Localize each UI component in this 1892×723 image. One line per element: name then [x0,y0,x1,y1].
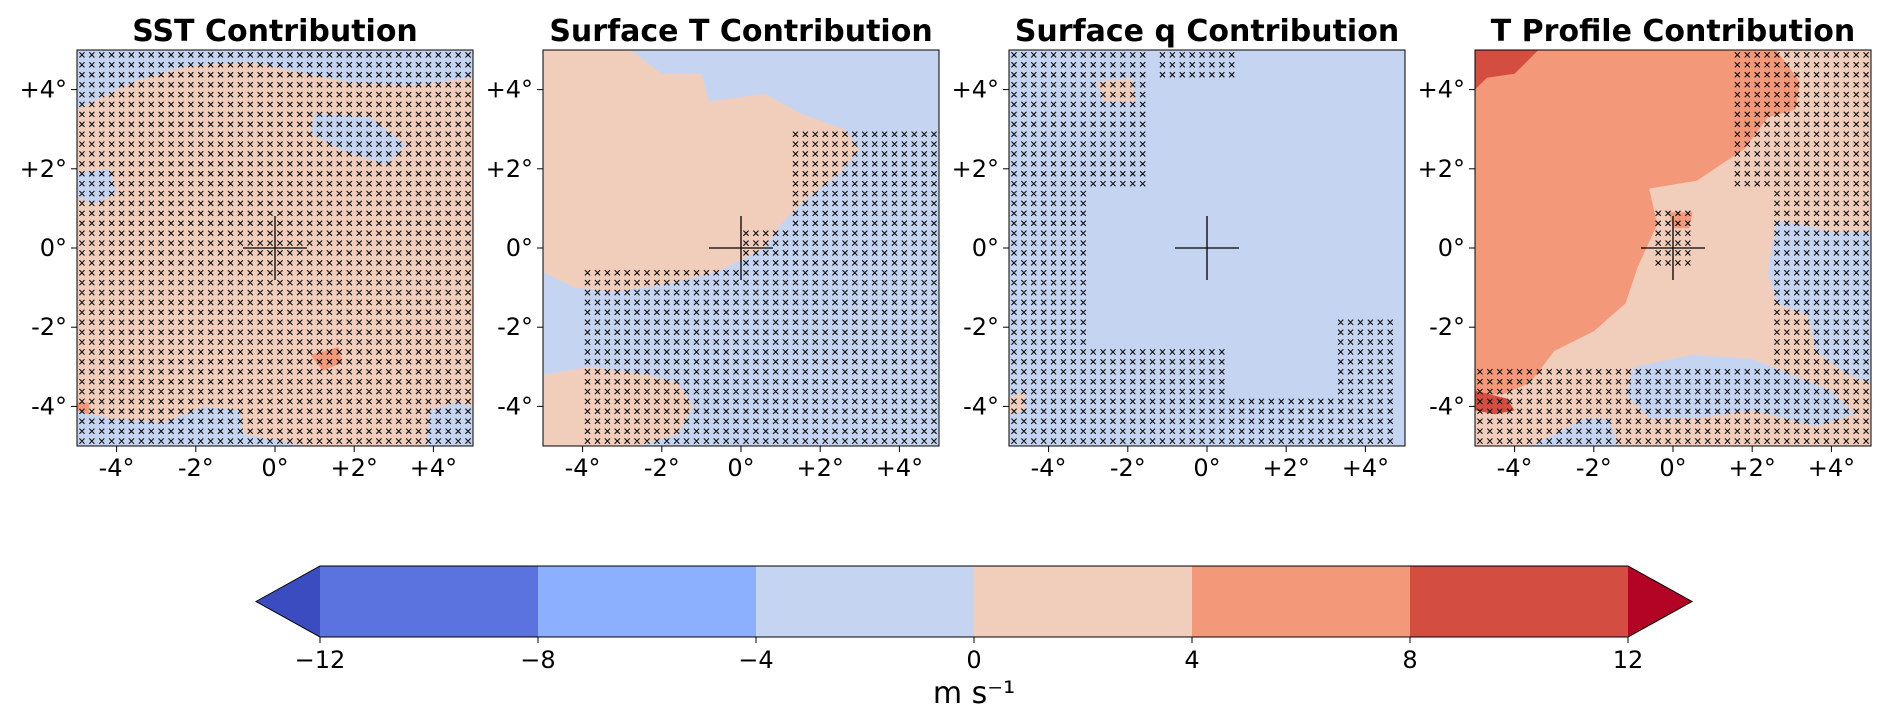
y-tick-label: 0° [40,234,67,262]
x-tick-label: -4° [1031,454,1067,482]
x-tick-label: 0° [1193,454,1220,482]
x-tick-label: +4° [410,454,457,482]
colorbar-tick-label: −12 [295,646,346,674]
contour-region [1096,77,1136,102]
contour-region [1475,50,1539,90]
y-tick-label: +4° [952,76,999,104]
colorbar-extend-high [1628,566,1692,637]
colorbar-segment [756,566,975,637]
contour-region [1530,418,1618,446]
contour-region [310,113,406,165]
x-tick-label: +4° [876,454,923,482]
colorbar-tick-label: 0 [966,646,981,674]
colorbar: −12 −8 −4 0 4 8 12 m s⁻¹ [254,565,1694,711]
x-tick-label: 0° [727,454,754,482]
x-tick-label: -4° [1497,454,1533,482]
y-tick-label: +2° [952,155,999,183]
contour-region [543,366,694,446]
contour-region [100,156,426,359]
y-tick-label: +2° [1418,155,1465,183]
y-tick-label: 0° [1438,234,1465,262]
significance-crosses [1011,51,1394,445]
colorbar-tick-label: 4 [1184,646,1199,674]
significance-crosses [79,51,472,445]
x-tick-label: -2° [178,454,214,482]
contour-region [77,402,89,415]
y-tick-label: -4° [963,392,999,420]
x-tick-label: -4° [565,454,601,482]
y-tick-label: 0° [506,234,533,262]
plot-area [543,50,939,446]
contour-region [77,168,117,205]
y-tick-label: -2° [1429,313,1465,341]
panel-title: T Profile Contribution [1491,14,1855,49]
contour-region [1009,390,1025,415]
y-tick-label: -2° [31,313,67,341]
contour-region [77,406,307,446]
y-tick-label: -4° [31,392,67,420]
y-tick-label: +2° [486,155,533,183]
colorbar-segment [538,566,757,637]
y-tick-label: +4° [486,76,533,104]
x-tick-label: +4° [1342,454,1389,482]
significance-crosses [584,131,937,445]
contour-region [1475,50,1800,395]
colorbar-tick-label: −4 [738,646,773,674]
x-tick-label: +2° [1263,454,1310,482]
plot-area [77,50,473,446]
colorbar-segment [1410,566,1629,637]
colorbar-tick-label: 12 [1613,646,1644,674]
contour-region [425,402,473,446]
y-tick-label: -4° [497,392,533,420]
y-tick-label: -2° [497,313,533,341]
contour-region [1475,390,1515,415]
map-panel-4: T Profile Contribution -4° -2° 0° +2° +4° +4° +… [1418,14,1872,482]
map-panel-3: Surface q Contribution -4° -2° 0° +2° +4° +4° +… [952,14,1406,482]
x-tick-label: 0° [1659,454,1686,482]
colorbar-segment [320,566,539,637]
x-tick-label: -2° [644,454,680,482]
map-panel-1: SST Contribution -4° -2° 0° +2° +4° +4° +2° 0° -2… [20,14,474,482]
x-tick-label: -4° [99,454,135,482]
panel-title: Surface q Contribution [1015,14,1399,49]
colorbar-label: m s⁻¹ [933,676,1015,711]
x-tick-label: -2° [1110,454,1146,482]
y-tick-label: +4° [20,76,67,104]
y-tick-label: -4° [1429,392,1465,420]
y-tick-label: 0° [972,234,999,262]
x-tick-label: +2° [1729,454,1776,482]
y-tick-label: -2° [963,313,999,341]
x-tick-label: 0° [261,454,288,482]
x-tick-label: +2° [331,454,378,482]
significance-crosses [1477,51,1869,445]
plot-area [1475,50,1871,446]
y-tick-label: +2° [20,155,67,183]
map-panel-2: Surface T Contribution -4° -2° 0° +2° +4° +4° +… [486,14,940,482]
colorbar-extend-low [256,566,320,637]
contour-region [1625,354,1856,427]
colorbar-tick-label: 8 [1402,646,1417,674]
contour-region [77,50,473,110]
x-tick-label: +4° [1808,454,1855,482]
colorbar-segment [1192,566,1411,637]
x-tick-label: -2° [1576,454,1612,482]
x-tick-label: +2° [797,454,844,482]
panel-title: SST Contribution [132,14,418,49]
colorbar-segment [974,566,1193,637]
panel-title: Surface T Contribution [549,14,932,49]
colorbar-tick-label: −8 [520,646,555,674]
y-tick-label: +4° [1418,76,1465,104]
contour-region [1768,220,1871,383]
contour-region [543,50,860,292]
